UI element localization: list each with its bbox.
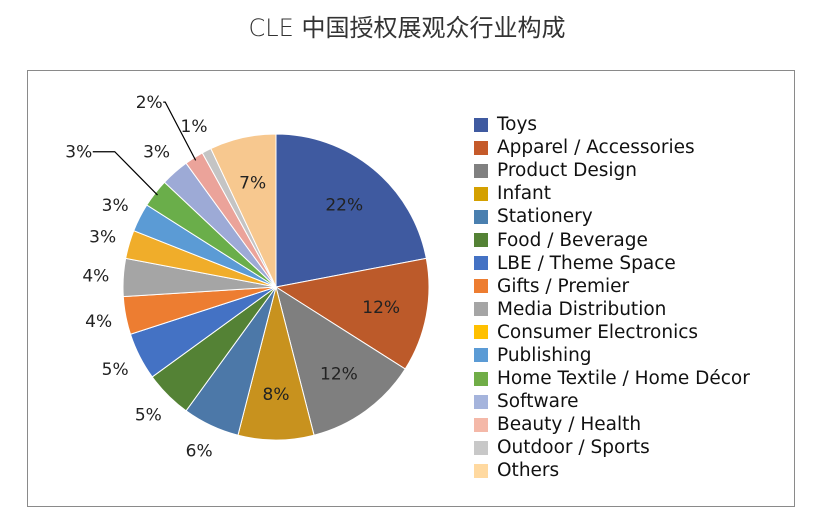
- legend-swatch: [474, 186, 488, 201]
- legend-label: Software: [497, 391, 579, 413]
- data-label-10: 3%: [102, 196, 129, 216]
- legend-item: Infant: [474, 182, 750, 205]
- pie-slice-2: [275, 285, 406, 436]
- legend-item: Publishing: [474, 344, 750, 367]
- legend-swatch: [474, 140, 488, 155]
- legend-item: Beauty / Health: [474, 413, 750, 436]
- legend-label: Media Distribution: [497, 298, 667, 320]
- legend-item: Media Distribution: [474, 298, 750, 321]
- legend-swatch: [474, 463, 488, 478]
- leader-line-11: [92, 151, 158, 196]
- legend-swatch: [474, 302, 488, 317]
- legend-item: Outdoor / Sports: [474, 436, 750, 459]
- data-label-14: 1%: [181, 117, 208, 137]
- legend-item: Food / Beverage: [474, 228, 750, 251]
- chart-title: CLE 中国授权展观众行业构成: [248, 14, 566, 42]
- legend-swatch: [474, 117, 488, 132]
- legend-item: Consumer Electronics: [474, 321, 750, 344]
- legend-swatch: [474, 417, 488, 432]
- data-label-7: 4%: [85, 312, 112, 332]
- legend-label: Food / Beverage: [497, 229, 648, 251]
- data-label-4: 6%: [186, 441, 213, 461]
- data-label-11: 3%: [65, 143, 92, 163]
- legend-swatch: [474, 209, 488, 224]
- legend-label: Apparel / Accessories: [497, 137, 695, 159]
- legend-label: Publishing: [497, 344, 592, 366]
- chart-frame: [27, 70, 795, 507]
- legend-label: Home Textile / Home Décor: [497, 368, 750, 390]
- legend-label: Outdoor / Sports: [497, 437, 650, 459]
- data-label-13: 2%: [136, 93, 163, 113]
- pie-slice-15: [210, 133, 277, 288]
- legend: Toys Apparel / Accessories Product Design I…: [474, 113, 750, 483]
- legend-item: LBE / Theme Space: [474, 252, 750, 275]
- data-label-12: 3%: [143, 143, 170, 163]
- legend-label: Others: [497, 460, 560, 482]
- legend-label: Beauty / Health: [497, 414, 642, 436]
- legend-item: Home Textile / Home Décor: [474, 367, 750, 390]
- data-label-2: 12%: [320, 365, 358, 385]
- data-label-9: 3%: [89, 228, 116, 248]
- legend-label: Consumer Electronics: [497, 321, 699, 343]
- legend-swatch: [474, 325, 488, 340]
- legend-swatch: [474, 256, 488, 271]
- data-label-6: 5%: [102, 360, 129, 380]
- data-label-5: 5%: [135, 406, 162, 426]
- pie-slice-0: [275, 133, 427, 288]
- data-label-8: 4%: [82, 267, 109, 287]
- data-label-3: 8%: [263, 385, 290, 405]
- pie-slice-1: [274, 257, 430, 370]
- legend-label: Stationery: [497, 206, 593, 228]
- legend-swatch: [474, 233, 488, 248]
- legend-swatch: [474, 371, 488, 386]
- legend-item: Stationery: [474, 205, 750, 228]
- legend-item: Others: [474, 459, 750, 482]
- legend-label: Toys: [497, 114, 538, 136]
- legend-item: Software: [474, 390, 750, 413]
- data-label-15: 7%: [239, 173, 266, 193]
- leader-line-13: [163, 101, 197, 161]
- legend-label: LBE / Theme Space: [497, 252, 676, 274]
- legend-swatch: [474, 440, 488, 455]
- legend-swatch: [474, 163, 488, 178]
- data-label-0: 22%: [325, 195, 363, 215]
- legend-swatch: [474, 394, 488, 409]
- legend-item: Gifts / Premier: [474, 275, 750, 298]
- legend-item: Product Design: [474, 159, 750, 182]
- data-label-1: 12%: [362, 298, 400, 318]
- legend-label: Infant: [497, 183, 552, 205]
- legend-swatch: [474, 348, 488, 363]
- legend-label: Gifts / Premier: [497, 275, 630, 297]
- legend-item: Apparel / Accessories: [474, 136, 750, 159]
- legend-label: Product Design: [497, 160, 637, 182]
- legend-swatch: [474, 279, 488, 294]
- legend-item: Toys: [474, 113, 750, 136]
